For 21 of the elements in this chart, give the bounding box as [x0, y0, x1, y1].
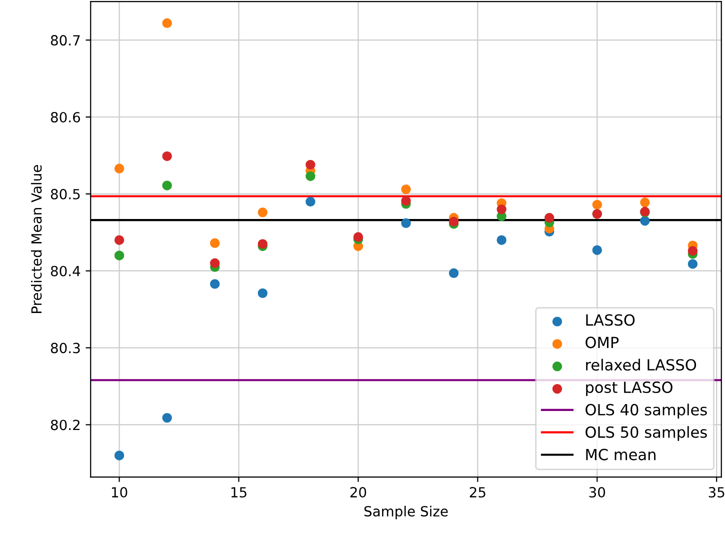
- y-tick-label: 80.6: [50, 112, 80, 122]
- x-tick-label: 35: [708, 487, 724, 498]
- x-tick-label: 15: [231, 487, 246, 498]
- x-tick-label: 30: [589, 487, 606, 498]
- legend-label: OLS 40 samples: [586, 404, 707, 418]
- y-tick-label: 80.2: [50, 420, 80, 430]
- y-tick-label: 80.3: [50, 342, 80, 354]
- x-tick-label: 10: [112, 487, 128, 498]
- y-tick-label: 80.5: [50, 188, 80, 200]
- y-tick-label: 80.7: [50, 35, 80, 46]
- y-axis-title: Predicted Mean Value: [30, 165, 42, 313]
- legend-label: MC mean: [586, 448, 656, 460]
- x-tick-label: 20: [350, 487, 366, 498]
- x-tick-label: 25: [470, 487, 486, 498]
- legend-label: LASSO: [586, 314, 635, 326]
- x-axis-title: Sample Size: [364, 506, 448, 520]
- y-tick-label: 80.4: [50, 266, 80, 276]
- legend-label: OLS 50 samples: [586, 426, 707, 441]
- legend-label: post LASSO: [586, 382, 672, 396]
- legend-label: relaxed LASSO: [586, 358, 696, 371]
- legend-label: OMP: [586, 336, 619, 348]
